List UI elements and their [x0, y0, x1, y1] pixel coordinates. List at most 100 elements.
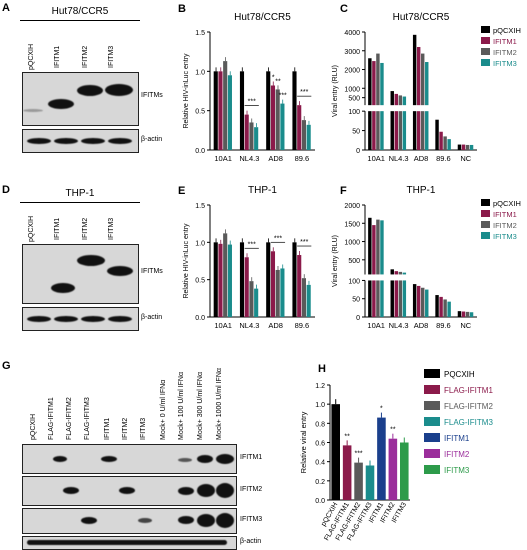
y-tick-label: 1.0	[195, 240, 205, 247]
legend-swatch	[481, 221, 490, 228]
bar-lower	[421, 111, 425, 150]
bar	[218, 243, 223, 317]
bar-lower	[394, 111, 398, 150]
bar-upper	[390, 91, 394, 106]
bar	[416, 285, 421, 317]
bar-upper	[368, 58, 372, 106]
panel-label: C	[340, 3, 348, 15]
bar	[425, 289, 429, 317]
legend-swatch	[481, 232, 490, 239]
band-label: β-actin	[141, 314, 163, 321]
panel-label-a: A	[2, 2, 10, 14]
legend-swatch	[481, 210, 490, 217]
y-tick-label: 0.0	[315, 498, 325, 505]
y-tick-label: 0	[356, 315, 360, 322]
bar-lower	[390, 280, 394, 317]
bar-lower	[402, 111, 407, 150]
legend-swatch	[424, 465, 440, 474]
ifitm-blot	[22, 72, 139, 126]
bar	[266, 242, 271, 317]
bar-upper	[376, 53, 380, 106]
ifitm1-blot	[22, 444, 237, 474]
legend-label: IFITM1	[493, 210, 517, 219]
bar	[213, 242, 218, 317]
x-tick-label: 89.6	[295, 154, 310, 163]
bar	[439, 296, 443, 317]
bar	[469, 312, 474, 317]
x-tick-label: NL4.3	[389, 154, 409, 163]
y-tick-label: 1000	[344, 240, 360, 247]
blot-panel-g: pQCXIH FLAG-IFITM1 FLAG-IFITM2 FLAG-IFITM3 I…	[0, 360, 290, 550]
significance-label: ***	[279, 93, 287, 100]
chart-title: Hut78/CCR5	[234, 12, 291, 23]
bar	[227, 75, 232, 150]
bar-upper	[398, 271, 403, 275]
y-tick-label: 100	[348, 278, 360, 285]
bar	[412, 284, 417, 317]
significance-label: ***	[354, 451, 362, 458]
bar	[461, 144, 466, 150]
y-tick-label: 0.0	[195, 148, 205, 155]
y-tick-label: 1.0	[315, 402, 325, 409]
panel-label: B	[178, 3, 186, 15]
y-tick-label: 0.0	[195, 315, 205, 322]
significance-label: ***	[300, 89, 308, 96]
legend-swatch	[424, 417, 440, 426]
legend-swatch	[424, 385, 440, 394]
significance-label: ***	[300, 239, 308, 246]
bar-upper	[368, 217, 372, 275]
y-tick-label: 0.4	[315, 460, 325, 467]
y-tick-label: 1.0	[195, 69, 205, 76]
significance-label: ***	[248, 99, 256, 106]
bar	[421, 287, 425, 317]
legend-swatch	[481, 26, 490, 33]
bar	[400, 442, 409, 500]
bar	[239, 242, 245, 317]
y-tick-label: 500	[348, 96, 360, 103]
bar-upper	[394, 271, 398, 275]
y-tick-label: 1.2	[315, 383, 325, 390]
legend-label: IFITM1	[444, 434, 470, 443]
legend-swatch	[481, 37, 490, 44]
y-tick-label: 3000	[344, 49, 360, 56]
y-tick-label: 1.5	[195, 30, 205, 37]
bar-lower	[394, 280, 398, 317]
bar-lower	[412, 111, 417, 150]
band-label: IFITM1	[240, 454, 263, 461]
panel-label: F	[340, 185, 347, 197]
bar	[280, 268, 285, 317]
legend-swatch	[424, 401, 440, 410]
x-tick-label: 89.6	[295, 321, 310, 330]
bar	[365, 465, 375, 500]
bar-upper	[372, 225, 376, 275]
band-label: β-actin	[240, 538, 262, 545]
legend-swatch	[481, 199, 490, 206]
bar-lower	[368, 280, 372, 317]
significance-label: **	[344, 433, 350, 440]
bar-upper	[412, 34, 417, 106]
x-tick-label: 89.6	[436, 321, 451, 330]
bar-lower	[416, 111, 421, 150]
legend-label: IFITM2	[444, 450, 470, 459]
panel-label: H	[318, 363, 326, 375]
bar-upper	[390, 269, 394, 275]
y-tick-label: 0	[356, 148, 360, 155]
x-tick-label: 10A1	[367, 321, 385, 330]
legend-label: FLAG-IFITM3	[444, 418, 493, 427]
x-tick-label: NL4.3	[389, 321, 409, 330]
band-label: β-actin	[141, 136, 163, 143]
legend-swatch	[424, 433, 440, 442]
legend-label: IFITM3	[493, 232, 517, 241]
y-axis-label: Relative HIV-inLuc entry	[183, 223, 190, 299]
bar-lower	[398, 280, 403, 317]
bar	[461, 311, 466, 317]
x-tick-label: NC	[460, 321, 471, 330]
blot-panel-d: THP-1 pQCXIH IFITM1 IFITM2 IFITM3 IFITMs…	[0, 184, 163, 344]
band-label: IFITMs	[141, 92, 163, 99]
significance-label: *	[380, 406, 383, 413]
bar	[239, 71, 245, 150]
bar	[342, 445, 352, 500]
x-tick-label: NL4.3	[239, 321, 259, 330]
legend-swatch	[424, 369, 440, 378]
